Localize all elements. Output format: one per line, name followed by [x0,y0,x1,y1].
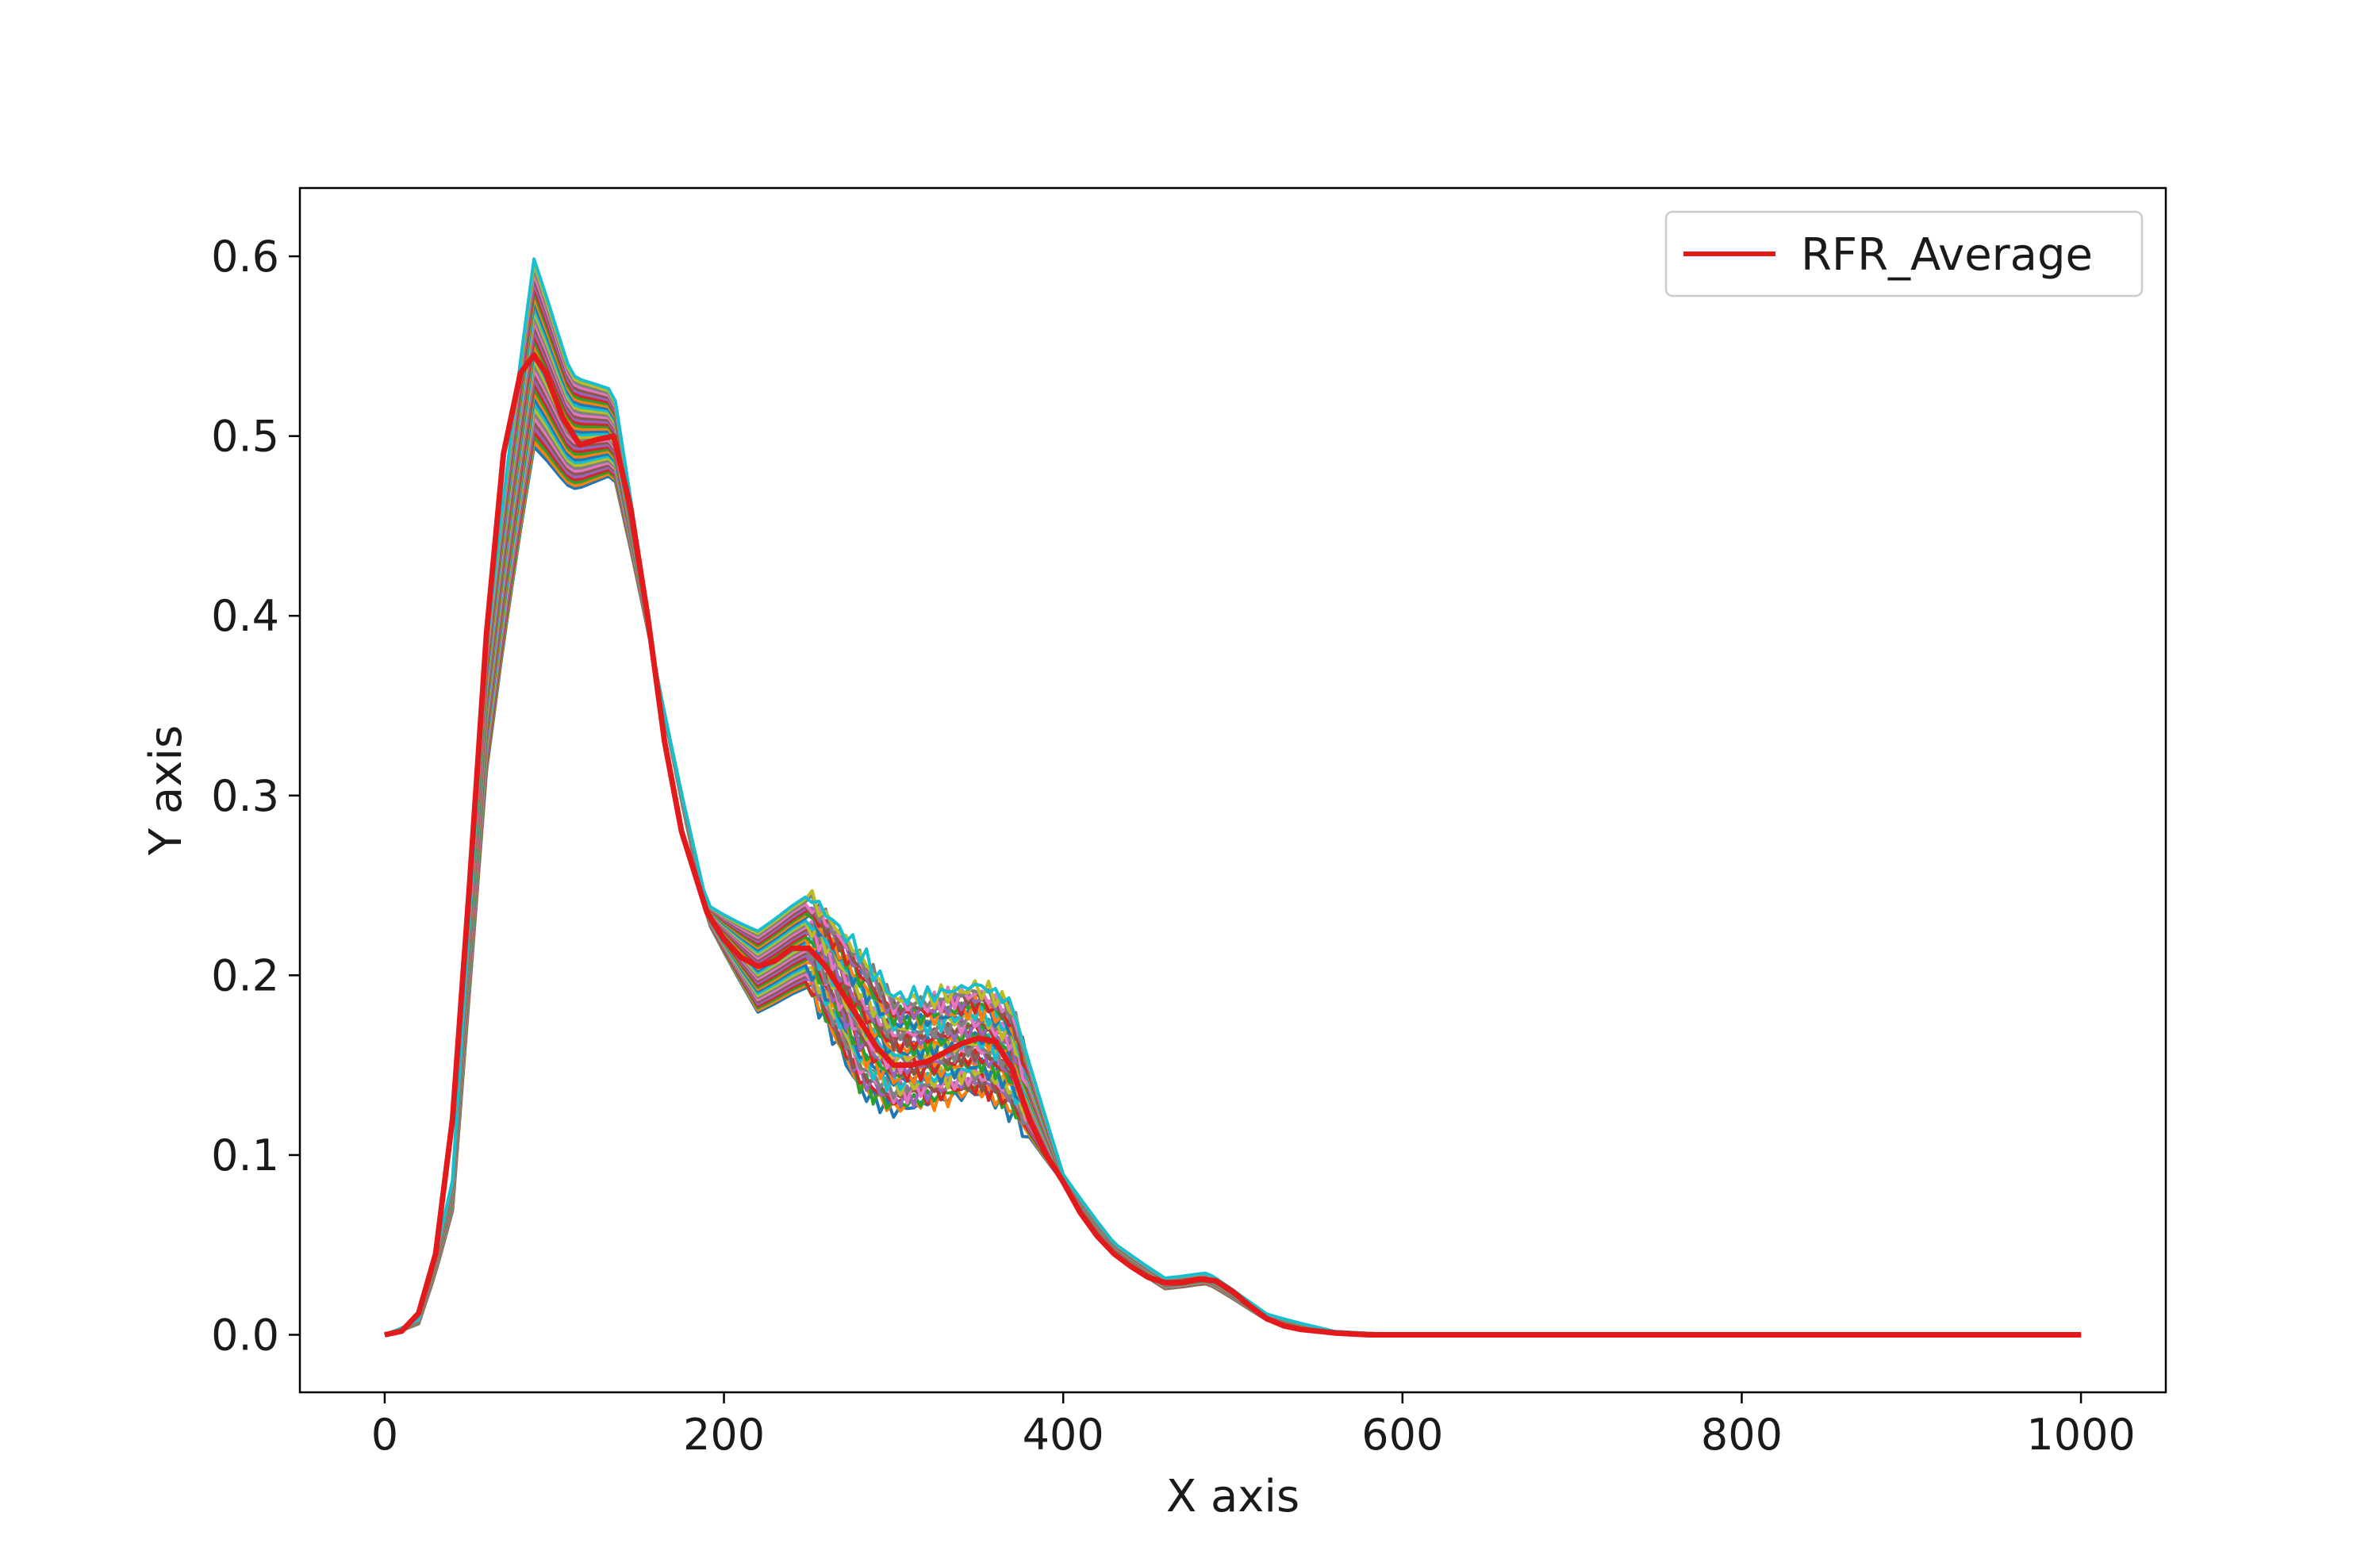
ensemble-line [384,315,2082,1337]
ensemble-line [384,373,2082,1337]
x-tick-label: 0 [371,1410,398,1460]
y-tick-label: 0.5 [211,412,279,462]
legend: RFR_Average [1664,210,2144,298]
ensemble-line [384,348,2082,1337]
ensemble-line [384,368,2082,1337]
average-line [384,352,2082,1338]
ensemble-line [384,387,2082,1337]
ensemble-line [384,320,2082,1337]
y-tick-label: 0.4 [211,591,279,641]
ensemble-line [384,334,2082,1337]
average-line-group [384,352,2082,1338]
y-axis-ticks: 0.0 0.1 0.2 0.3 0.4 0.5 0.6 [211,232,300,1360]
legend-box [1664,210,2144,298]
ensemble-line [384,344,2082,1337]
y-tick-label: 0.2 [211,950,279,1000]
y-tick-label: 0.0 [211,1310,279,1360]
ensemble-line [384,339,2082,1337]
ensemble-line [384,353,2082,1337]
y-tick-label: 0.3 [211,771,279,821]
ensemble-line [384,271,2082,1337]
ensemble-line [384,296,2082,1337]
ensemble-line [384,329,2082,1337]
x-tick-label: 400 [1023,1410,1104,1460]
ensemble-line [384,286,2082,1337]
y-tick-label: 0.6 [211,232,279,282]
ensemble-line [384,401,2082,1337]
y-tick-label: 0.1 [211,1130,279,1180]
y-axis-label: Y axis [140,725,192,856]
ensemble-line [384,305,2082,1337]
ensemble-lines [384,257,2082,1337]
x-axis-label: X axis [1166,1471,1299,1522]
ensemble-line [384,276,2082,1337]
x-tick-label: 800 [1701,1410,1783,1460]
ensemble-line [384,363,2082,1337]
ensemble-line [384,382,2082,1337]
ensemble-line [384,324,2082,1337]
x-axis-ticks: 0 200 400 600 800 1000 [371,1392,2136,1460]
ensemble-line [384,397,2082,1337]
ensemble-line [384,262,2082,1337]
plot-area-frame [298,186,2167,1394]
ensemble-line [384,301,2082,1337]
ensemble-line [384,392,2082,1337]
ensemble-line [384,290,2082,1337]
x-tick-label: 600 [1361,1410,1443,1460]
legend-label-rfr-average: RFR_Average [1801,229,2093,281]
ensemble-line [384,358,2082,1337]
x-tick-label: 200 [683,1410,765,1460]
ensemble-line [384,310,2082,1337]
ensemble-line [384,281,2082,1337]
ensemble-line [384,378,2082,1337]
x-tick-label: 1000 [2026,1410,2135,1460]
ensemble-line [384,257,2082,1337]
ensemble-line [384,267,2082,1337]
